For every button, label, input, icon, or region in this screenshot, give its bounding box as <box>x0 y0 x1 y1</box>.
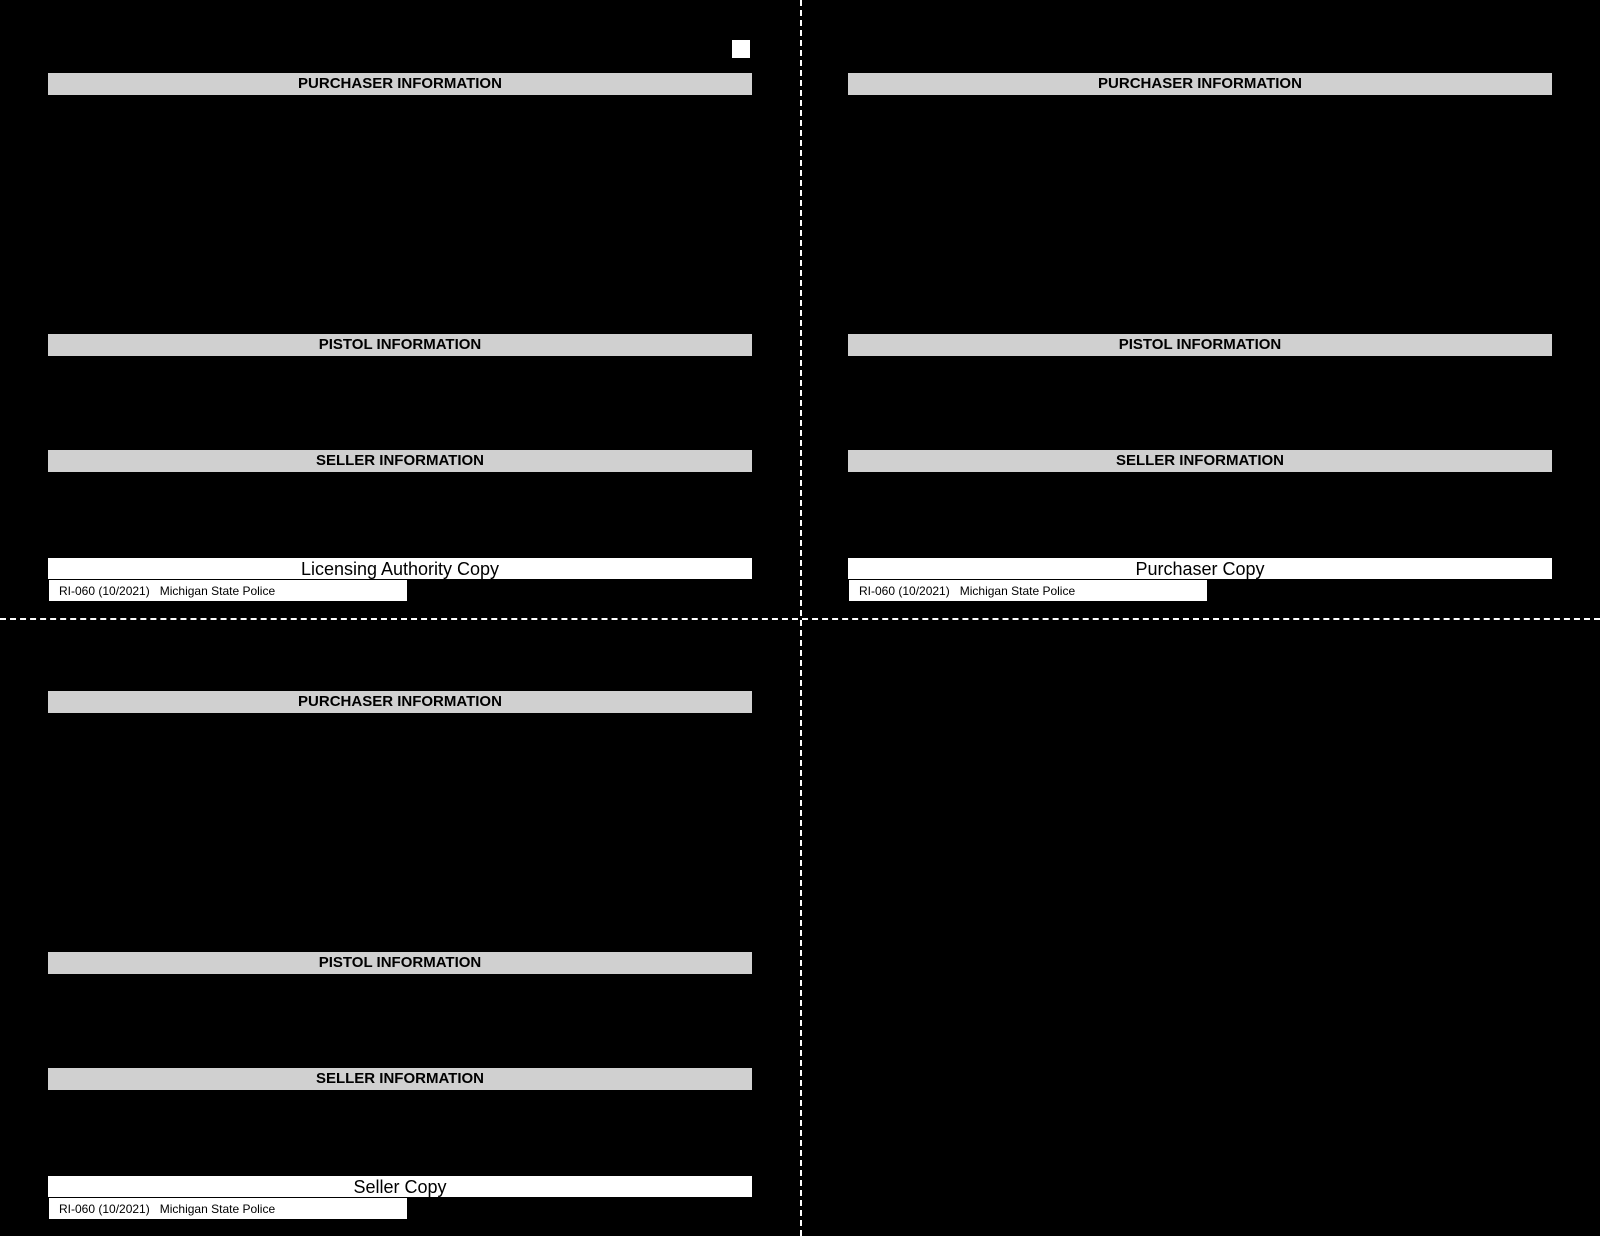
section-seller: SELLER INFORMATION <box>48 1068 752 1090</box>
form-agency: Michigan State Police <box>960 584 1075 598</box>
section-pistol: PISTOL INFORMATION <box>848 334 1552 356</box>
form-agency: Michigan State Police <box>160 584 275 598</box>
form-number: RI-060 (10/2021) <box>59 1202 150 1216</box>
copy-label: Seller Copy <box>48 1176 752 1198</box>
form-agency: Michigan State Police <box>160 1202 275 1216</box>
panel-empty <box>800 618 1600 1236</box>
section-purchaser: PURCHASER INFORMATION <box>848 73 1552 95</box>
checkbox[interactable] <box>730 38 752 60</box>
form-footer: RI-060 (10/2021) Michigan State Police <box>48 580 408 602</box>
section-pistol: PISTOL INFORMATION <box>48 334 752 356</box>
copy-label: Licensing Authority Copy <box>48 558 752 580</box>
section-pistol: PISTOL INFORMATION <box>48 952 752 974</box>
form-footer: RI-060 (10/2021) Michigan State Police <box>48 1198 408 1220</box>
section-seller: SELLER INFORMATION <box>848 450 1552 472</box>
form-number: RI-060 (10/2021) <box>59 584 150 598</box>
panel-seller: PURCHASER INFORMATION PISTOL INFORMATION… <box>0 618 800 1236</box>
panel-licensing-authority: PURCHASER INFORMATION PISTOL INFORMATION… <box>0 0 800 618</box>
copy-label: Purchaser Copy <box>848 558 1552 580</box>
form-footer: RI-060 (10/2021) Michigan State Police <box>848 580 1208 602</box>
form-number: RI-060 (10/2021) <box>859 584 950 598</box>
section-purchaser: PURCHASER INFORMATION <box>48 691 752 713</box>
panel-purchaser: PURCHASER INFORMATION PISTOL INFORMATION… <box>800 0 1600 618</box>
section-seller: SELLER INFORMATION <box>48 450 752 472</box>
section-purchaser: PURCHASER INFORMATION <box>48 73 752 95</box>
